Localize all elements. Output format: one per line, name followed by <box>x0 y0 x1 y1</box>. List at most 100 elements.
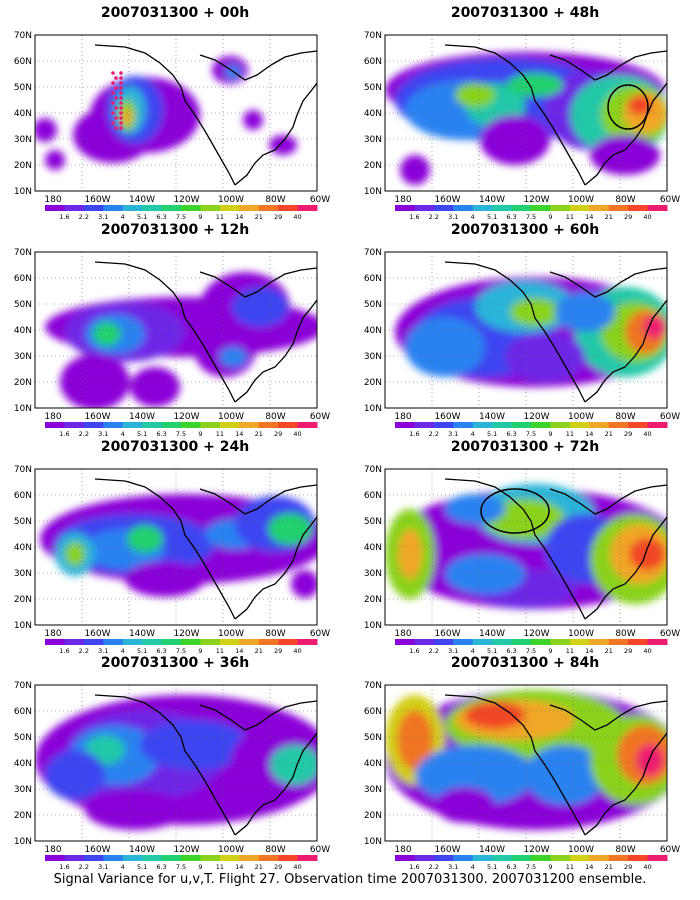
colorbar-swatch <box>628 422 649 428</box>
lat-label: 40N <box>364 759 382 769</box>
colorbar-label: 1.6 <box>59 647 69 655</box>
lon-label: 60W <box>310 629 330 639</box>
colorbar-label: 2.2 <box>79 863 89 871</box>
flight-track-point <box>111 101 115 105</box>
flight-track-point <box>114 76 118 80</box>
highlight-circle <box>607 84 649 130</box>
lon-label: 120W <box>173 629 199 639</box>
colorbar-label: 1.6 <box>409 863 419 871</box>
colorbar-label: 14 <box>235 430 243 438</box>
colorbar-swatch <box>531 639 551 645</box>
lon-label: 180 <box>44 195 61 205</box>
colorbar-label: 6.3 <box>506 863 516 871</box>
flight-track-point <box>119 111 123 115</box>
colorbar-label: 3.1 <box>98 213 108 221</box>
colorbar-label: 9 <box>548 213 552 221</box>
map-frame <box>384 468 668 626</box>
variance-contour <box>60 354 130 408</box>
colorbar-swatch <box>511 422 532 428</box>
variance-contour <box>415 745 535 805</box>
variance-contour <box>480 115 550 165</box>
lat-label: 10N <box>364 404 382 414</box>
flight-track-point <box>114 116 118 120</box>
colorbar-label: 3.1 <box>98 647 108 655</box>
colorbar-label: 40 <box>643 647 651 655</box>
lat-label: 20N <box>364 811 382 821</box>
lon-label: 180 <box>394 412 411 422</box>
colorbar-swatch <box>219 855 240 861</box>
colorbar-swatch <box>258 205 279 211</box>
lon-label: 120W <box>173 195 199 205</box>
lat-label: 40N <box>364 326 382 336</box>
colorbar-swatch <box>492 639 513 645</box>
colorbar-label: 1.6 <box>59 213 69 221</box>
highlight-circle <box>480 488 550 534</box>
flight-track-point <box>119 96 123 100</box>
lat-label: 60N <box>364 707 382 717</box>
lat-label: 70N <box>14 31 32 41</box>
colorbar-swatch <box>531 855 551 861</box>
colorbar-label: 3.1 <box>98 430 108 438</box>
colorbar-swatch <box>181 855 201 861</box>
lon-label: 140W <box>479 412 505 422</box>
colorbar-label: 40 <box>643 430 651 438</box>
variance-field <box>35 252 317 408</box>
lat-label: 50N <box>14 517 32 527</box>
colorbar-label: 2.2 <box>429 430 439 438</box>
lat-label: 40N <box>364 543 382 553</box>
panel-title: 2007031300 + 36h <box>100 655 250 671</box>
variance-contour <box>629 538 665 570</box>
colorbar-label: 9 <box>198 430 202 438</box>
colorbar-swatch <box>83 639 104 645</box>
lon-label: 140W <box>479 195 505 205</box>
colorbar-swatch <box>181 422 201 428</box>
lon-label: 160W <box>434 845 460 855</box>
lat-label: 50N <box>364 517 382 527</box>
lat-label: 50N <box>364 733 382 743</box>
lon-label: 60W <box>310 412 330 422</box>
colorbar-label: 1.6 <box>59 430 69 438</box>
colorbar-swatch <box>200 639 221 645</box>
flight-track-point <box>119 116 123 120</box>
colorbar-label: 11 <box>566 430 574 438</box>
colorbar-swatch <box>142 205 163 211</box>
lon-label: 160W <box>84 412 110 422</box>
lon-label: 160W <box>434 412 460 422</box>
lon-label: 80W <box>265 195 285 205</box>
coastline <box>444 478 586 620</box>
colorbar-label: 3.1 <box>448 213 458 221</box>
lat-label: 40N <box>14 543 32 553</box>
map-frame <box>34 468 318 626</box>
colorbar-swatch <box>628 855 649 861</box>
lat-label: 60N <box>14 707 32 717</box>
lat-label: 30N <box>14 135 32 145</box>
colorbar-swatch <box>45 855 65 861</box>
variance-map: 70N 60N 50N 40N 30N 20N 10N 180 160W 140W 120W 100W… <box>364 465 680 655</box>
colorbar-swatch <box>45 639 65 645</box>
variance-map: 70N 60N 50N 40N 30N 20N 10N 180 160W 140W 120W 100W… <box>14 681 330 871</box>
flight-track-point <box>111 121 115 125</box>
variance-field <box>35 35 317 191</box>
colorbar-label: 14 <box>235 213 243 221</box>
colorbar-swatch <box>647 205 668 211</box>
lat-label: 60N <box>14 491 32 501</box>
panel-title: 2007031300 + 72h <box>450 439 600 455</box>
coastline <box>234 732 317 836</box>
variance-contour <box>269 135 297 155</box>
colorbar-swatch <box>628 205 649 211</box>
variance-contour <box>93 322 121 346</box>
colorbar-label: 2.2 <box>79 647 89 655</box>
colorbar-label: 5.1 <box>487 647 497 655</box>
lat-label: 60N <box>364 274 382 284</box>
colorbar-swatch <box>550 855 571 861</box>
colorbar-label: 5.1 <box>487 430 497 438</box>
colorbar-label: 4 <box>471 863 475 871</box>
colorbar-swatch <box>550 422 571 428</box>
lat-label: 10N <box>14 187 32 197</box>
colorbar-label: 7.5 <box>526 430 536 438</box>
lon-label: 60W <box>660 195 680 205</box>
lat-label: 30N <box>364 569 382 579</box>
variance-contour <box>35 118 57 142</box>
colorbar-swatch <box>83 205 104 211</box>
colorbar-label: 7.5 <box>176 647 186 655</box>
